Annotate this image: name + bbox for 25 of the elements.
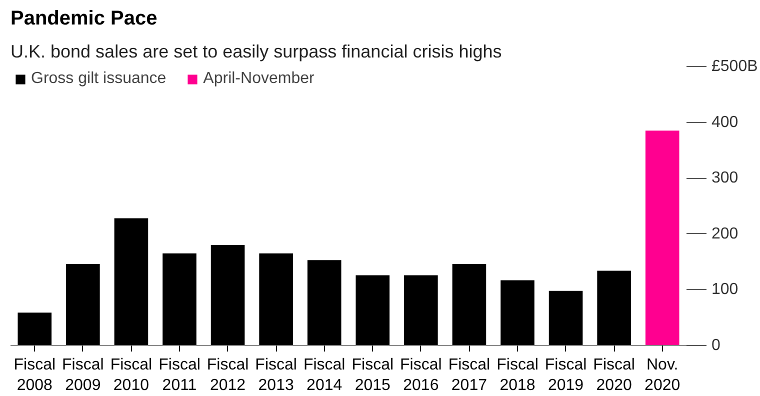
y-tick-label: 200	[712, 225, 738, 242]
x-tick-label: Fiscal 2008	[14, 356, 56, 394]
y-tick-label: 300	[712, 170, 738, 187]
x-tick-label: Fiscal 2013	[255, 356, 297, 394]
x-tick-label: Fiscal 2015	[352, 356, 394, 394]
x-tick-label: Fiscal 2009	[62, 356, 104, 394]
x-tick-label: Nov. 2020	[644, 356, 680, 394]
y-tick-label: 100	[712, 281, 738, 298]
x-tick-label: Fiscal 2011	[158, 356, 200, 394]
x-tick-label: Fiscal 2012	[206, 356, 249, 394]
chart-subtitle: U.K. bond sales are set to easily surpass financial crisis highs	[10, 42, 502, 62]
x-tick-label: Fiscal 2017	[448, 356, 490, 394]
x-tick-label: Fiscal 2018	[496, 356, 538, 394]
y-tick-label: 0	[712, 337, 720, 354]
x-tick-label: Fiscal 2020	[593, 356, 635, 394]
chart-title: Pandemic Pace	[10, 8, 158, 30]
x-tick-label: Fiscal 2016	[400, 356, 442, 394]
x-tick-label: Fiscal 2014	[303, 356, 346, 394]
legend-label: Gross gilt issuance	[31, 70, 166, 88]
legend-label: April-November	[203, 70, 314, 88]
x-tick-label: Fiscal 2019	[544, 356, 587, 394]
y-tick-label: £500B	[712, 58, 758, 75]
y-tick-label: 400	[712, 114, 738, 131]
bar	[645, 130, 680, 346]
x-tick-label: Fiscal 2010	[110, 356, 152, 394]
